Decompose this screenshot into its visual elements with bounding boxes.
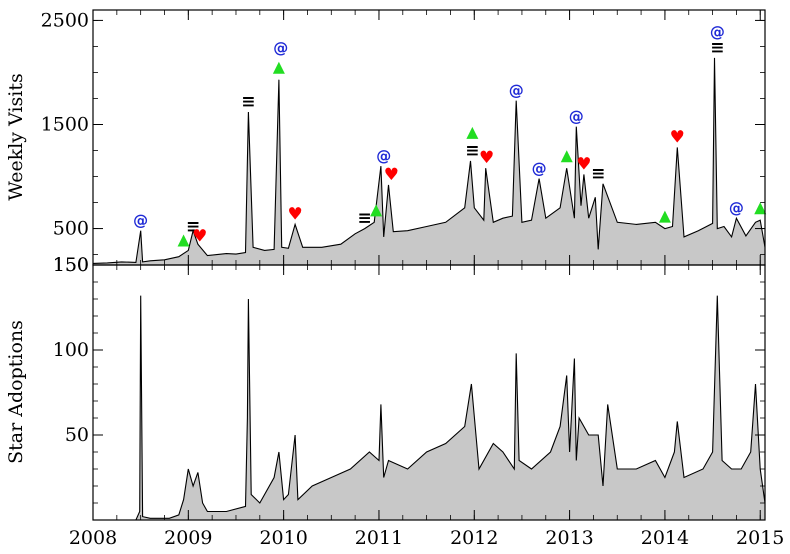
weekly-visits-ylabel: Weekly Visits — [5, 73, 27, 201]
at-marker: @ — [376, 147, 391, 165]
triangle-marker — [466, 126, 479, 139]
xtick-label: 2014 — [641, 527, 689, 549]
weekly-visits-ytick-label: 500 — [53, 218, 89, 240]
weekly-visits-ytick-label: 1500 — [41, 113, 89, 135]
xtick-label: 2008 — [69, 527, 117, 549]
triangle-marker — [560, 150, 573, 163]
star-adoptions-ylabel: Star Adoptions — [5, 320, 27, 464]
star-adoptions-frame — [92, 264, 766, 521]
heart-marker: ♥ — [287, 204, 302, 224]
triangle-marker — [754, 202, 767, 215]
star-adoptions-fill — [93, 295, 765, 520]
weekly-visits-ytick-label: 2500 — [41, 9, 89, 31]
xtick-label: 2011 — [355, 527, 403, 549]
lines-marker: ≡ — [591, 164, 605, 184]
at-marker: @ — [729, 199, 744, 217]
xtick-label: 2015 — [736, 527, 784, 549]
heart-marker: ♥ — [192, 226, 207, 246]
star-adoptions-line — [93, 295, 766, 521]
triangle-marker — [658, 210, 671, 223]
heart-marker: ♥ — [384, 165, 399, 185]
at-marker: @ — [532, 160, 547, 178]
weekly-visits-fill — [93, 57, 765, 266]
heart-marker: ♥ — [479, 148, 494, 168]
at-marker: @ — [133, 212, 148, 230]
heart-marker: ♥ — [670, 127, 685, 147]
lines-marker: ≡ — [710, 38, 724, 58]
triangle-marker — [370, 204, 383, 217]
at-marker: @ — [569, 108, 584, 126]
lines-marker: ≡ — [358, 209, 372, 229]
star-adoptions-ytick-label: 150 — [53, 254, 89, 276]
star-adoptions-ytick-label: 100 — [53, 339, 89, 361]
at-marker: @ — [509, 82, 524, 100]
triangle-marker — [272, 61, 285, 74]
at-marker: @ — [273, 39, 288, 57]
xtick-label: 2010 — [259, 527, 307, 549]
xtick-label: 2012 — [450, 527, 498, 549]
star-adoptions-ytick-label: 50 — [65, 424, 89, 446]
lines-marker: ≡ — [241, 92, 255, 112]
weekly-visits-line — [92, 57, 766, 264]
lines-marker: ≡ — [465, 141, 479, 161]
xtick-label: 2009 — [164, 527, 212, 549]
triangle-marker — [177, 234, 190, 247]
star-adoptions-panel: 150 100 50 Star Adoptions — [5, 254, 766, 521]
weekly-visits-ytick-label: 150 — [53, 254, 89, 276]
lines-marker: ≡ — [186, 217, 200, 237]
at-marker: @ — [710, 23, 725, 41]
xtick-label: 2013 — [545, 527, 593, 549]
heart-marker: ♥ — [576, 154, 591, 174]
